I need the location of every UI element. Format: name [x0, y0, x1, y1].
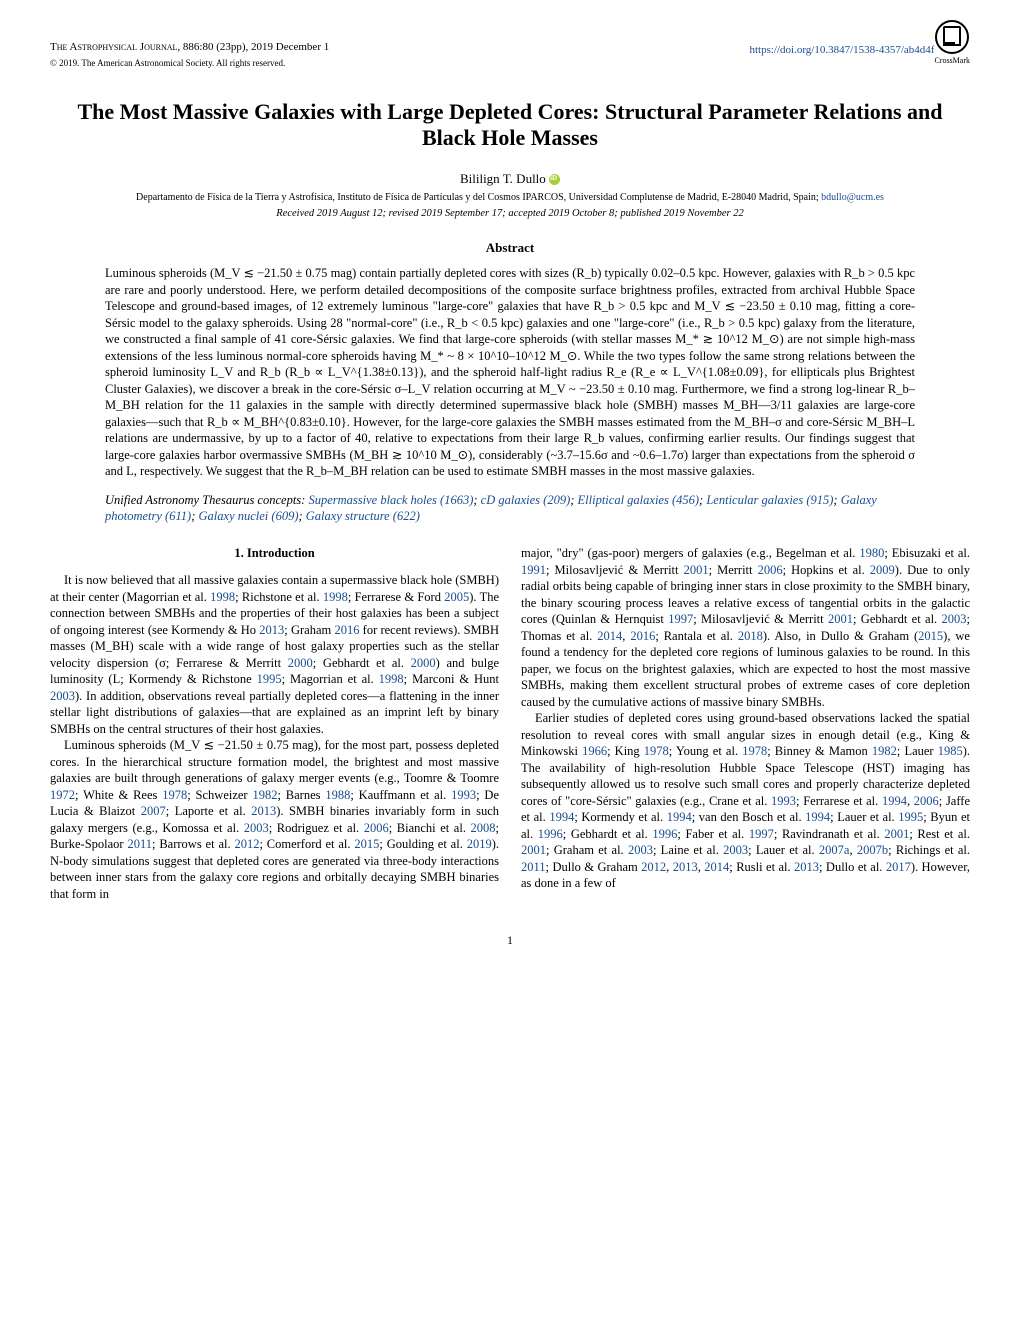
- cite-year[interactable]: 2007: [141, 804, 166, 818]
- cite-year[interactable]: 2019: [467, 837, 492, 851]
- cite-year[interactable]: 2001: [828, 612, 853, 626]
- journal-line: The Astrophysical Journal, 886:80 (23pp)…: [50, 40, 329, 55]
- thesaurus: Unified Astronomy Thesaurus concepts: Su…: [105, 492, 915, 526]
- thesaurus-link[interactable]: Galaxy nuclei (609): [199, 509, 299, 523]
- cite-year[interactable]: 2016: [630, 629, 655, 643]
- cite-year[interactable]: 2013: [794, 860, 819, 874]
- cite-year[interactable]: 2013: [251, 804, 276, 818]
- cite-year[interactable]: 1993: [451, 788, 476, 802]
- header-right: https://doi.org/10.3847/1538-4357/ab4d4f…: [749, 40, 970, 67]
- para-1: It is now believed that all massive gala…: [50, 572, 499, 737]
- para-4: Earlier studies of depleted cores using …: [521, 710, 970, 892]
- thesaurus-link[interactable]: Elliptical galaxies (456): [578, 493, 700, 507]
- cite-year[interactable]: 1998: [210, 590, 235, 604]
- author-line: Bililign T. Dullo: [50, 170, 970, 188]
- cite-year[interactable]: 2007b: [857, 843, 888, 857]
- cite-year[interactable]: 1998: [323, 590, 348, 604]
- thesaurus-link[interactable]: Galaxy structure (622): [306, 509, 420, 523]
- header-row: The Astrophysical Journal, 886:80 (23pp)…: [50, 40, 970, 69]
- crossmark-label: CrossMark: [934, 56, 970, 65]
- cite-year[interactable]: 2000: [411, 656, 436, 670]
- abstract-text: Luminous spheroids (M_V ≲ −21.50 ± 0.75 …: [105, 265, 915, 480]
- cite-year[interactable]: 2003: [723, 843, 748, 857]
- cite-year[interactable]: 2014: [704, 860, 729, 874]
- cite-year[interactable]: 2003: [244, 821, 269, 835]
- cite-year[interactable]: 1980: [859, 546, 884, 560]
- affiliation: Departamento de Física de la Tierra y As…: [50, 191, 970, 204]
- cite-year[interactable]: 1994: [882, 794, 907, 808]
- author-name: Bililign T. Dullo: [460, 171, 546, 186]
- cite-year[interactable]: 2013: [673, 860, 698, 874]
- cite-year[interactable]: 1978: [742, 744, 767, 758]
- cite-year[interactable]: 1998: [379, 672, 404, 686]
- cite-year[interactable]: 1994: [805, 810, 830, 824]
- cite-year[interactable]: 2015: [354, 837, 379, 851]
- cite-year[interactable]: 1993: [771, 794, 796, 808]
- para-3: major, "dry" (gas-poor) mergers of galax…: [521, 545, 970, 710]
- cite-year[interactable]: 1994: [549, 810, 574, 824]
- cite-year[interactable]: 2017: [886, 860, 911, 874]
- cite-year[interactable]: 2014: [597, 629, 622, 643]
- cite-year[interactable]: 2001: [521, 843, 546, 857]
- cite-year[interactable]: 2001: [884, 827, 909, 841]
- cite-year[interactable]: 2009: [870, 563, 895, 577]
- cite-year[interactable]: 2006: [914, 794, 939, 808]
- cite-year[interactable]: 1966: [582, 744, 607, 758]
- cite-year[interactable]: 2013: [259, 623, 284, 637]
- crossmark-widget[interactable]: CrossMark: [934, 20, 970, 67]
- cite-year[interactable]: 2012: [234, 837, 259, 851]
- header-left: The Astrophysical Journal, 886:80 (23pp)…: [50, 40, 329, 69]
- email-link[interactable]: bdullo@ucm.es: [821, 192, 884, 203]
- paper-title: The Most Massive Galaxies with Large Dep…: [50, 99, 970, 152]
- para-2: Luminous spheroids (M_V ≲ −21.50 ± 0.75 …: [50, 737, 499, 902]
- cite-year[interactable]: 2018: [738, 629, 763, 643]
- cite-year[interactable]: 2016: [334, 623, 359, 637]
- cite-year[interactable]: 2006: [364, 821, 389, 835]
- journal-name: The Astrophysical Journal,: [50, 41, 180, 53]
- cite-year[interactable]: 1995: [257, 672, 282, 686]
- affiliation-text: Departamento de Física de la Tierra y As…: [136, 192, 821, 203]
- section-header: 1. Introduction: [50, 545, 499, 562]
- page-number: 1: [50, 932, 970, 948]
- orcid-icon[interactable]: [549, 174, 560, 185]
- cite-year[interactable]: 2003: [628, 843, 653, 857]
- cite-year[interactable]: 1988: [325, 788, 350, 802]
- thesaurus-link[interactable]: cD galaxies (209): [481, 493, 571, 507]
- body-columns: 1. Introduction It is now believed that …: [50, 545, 970, 902]
- cite-year[interactable]: 2001: [684, 563, 709, 577]
- cite-year[interactable]: 2000: [288, 656, 313, 670]
- cite-year[interactable]: 1972: [50, 788, 75, 802]
- cite-year[interactable]: 2007a: [819, 843, 850, 857]
- cite-year[interactable]: 1995: [898, 810, 923, 824]
- cite-year[interactable]: 2011: [521, 860, 546, 874]
- cite-year[interactable]: 1982: [872, 744, 897, 758]
- thesaurus-link[interactable]: Supermassive black holes (1663): [308, 493, 473, 507]
- cite-year[interactable]: 1997: [749, 827, 774, 841]
- cite-year[interactable]: 1996: [652, 827, 677, 841]
- cite-year[interactable]: 1991: [521, 563, 546, 577]
- cite-year[interactable]: 2005: [444, 590, 469, 604]
- publication-dates: Received 2019 August 12; revised 2019 Se…: [50, 207, 970, 221]
- cite-year[interactable]: 2006: [758, 563, 783, 577]
- cite-year[interactable]: 2012: [641, 860, 666, 874]
- cite-year[interactable]: 2011: [127, 837, 152, 851]
- cite-year[interactable]: 1978: [644, 744, 669, 758]
- cite-year[interactable]: 1994: [667, 810, 692, 824]
- thesaurus-link[interactable]: Lenticular galaxies (915): [706, 493, 833, 507]
- citation: 886:80 (23pp), 2019 December 1: [180, 41, 329, 53]
- cite-year[interactable]: 1996: [538, 827, 563, 841]
- cite-year[interactable]: 1985: [938, 744, 963, 758]
- cite-year[interactable]: 2003: [50, 689, 75, 703]
- cite-year[interactable]: 1997: [668, 612, 693, 626]
- crossmark-icon: [935, 20, 969, 54]
- copyright: © 2019. The American Astronomical Societ…: [50, 57, 329, 69]
- cite-year[interactable]: 2008: [471, 821, 496, 835]
- cite-year[interactable]: 1982: [252, 788, 277, 802]
- cite-year[interactable]: 1978: [162, 788, 187, 802]
- cite-year[interactable]: 2015: [918, 629, 943, 643]
- abstract-header: Abstract: [50, 239, 970, 257]
- doi-link[interactable]: https://doi.org/10.3847/1538-4357/ab4d4f: [749, 44, 934, 56]
- thesaurus-label: Unified Astronomy Thesaurus concepts:: [105, 493, 308, 507]
- cite-year[interactable]: 2003: [942, 612, 967, 626]
